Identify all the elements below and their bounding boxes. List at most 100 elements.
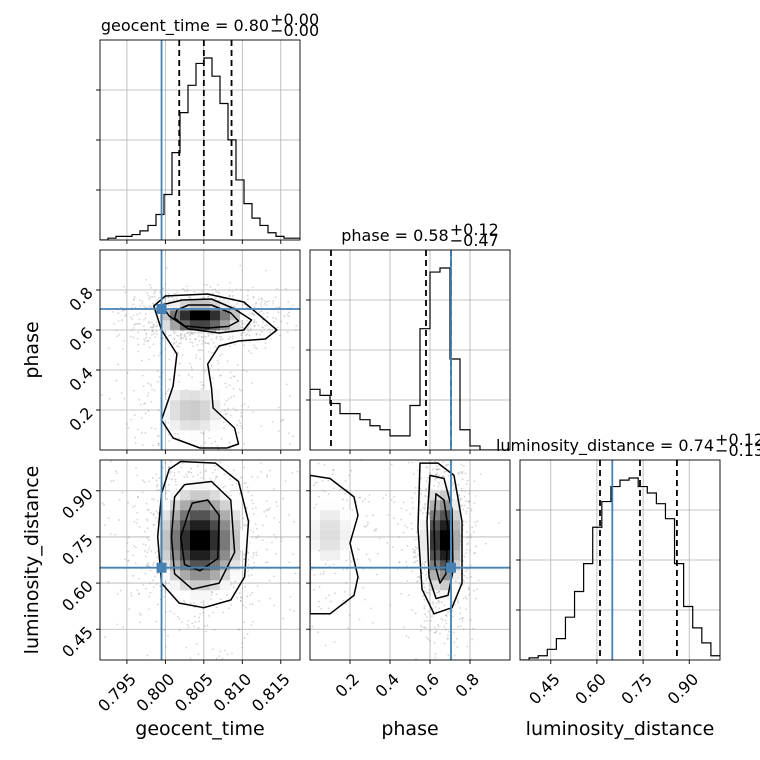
density-cell <box>150 540 161 551</box>
contour-level-2 <box>426 474 454 600</box>
density-cell <box>190 420 201 431</box>
density-cell <box>180 570 191 581</box>
density-cell <box>180 500 191 511</box>
density-cell <box>220 540 231 551</box>
hist-panel-luminosity_distance <box>520 460 720 660</box>
density-cell <box>440 580 451 591</box>
density-cell <box>170 580 181 591</box>
histogram-phase <box>310 267 510 450</box>
density-cell <box>200 560 211 571</box>
title-luminosity_distance: luminosity_distance = 0.74 <box>496 436 714 456</box>
density-cell <box>220 550 231 561</box>
title-err-minus: −0.00 <box>270 21 319 40</box>
density-cell <box>420 530 431 541</box>
density-cell <box>190 500 201 511</box>
contour-level-3 <box>417 462 463 615</box>
density-cell <box>180 300 191 311</box>
density-cell <box>160 310 171 321</box>
density-cell <box>160 540 171 551</box>
x-tick-label: 0.4 <box>372 670 403 701</box>
density-cell <box>450 530 461 541</box>
density-cell <box>230 320 241 331</box>
density-cell <box>170 400 181 411</box>
density-cell <box>190 410 201 421</box>
y-tick-label: 0.8 <box>65 283 96 314</box>
density-cell <box>180 390 191 401</box>
density-cell <box>240 530 251 541</box>
density-cell <box>170 560 181 571</box>
density <box>310 480 461 601</box>
density-cell <box>430 520 441 531</box>
density-cell <box>440 550 451 561</box>
y-axis-label: phase <box>21 321 43 378</box>
density-cell <box>230 520 241 531</box>
density-cell <box>200 520 211 531</box>
density-cell <box>200 550 211 561</box>
density-cell <box>230 310 241 321</box>
density-cell <box>170 320 181 331</box>
density-cell <box>450 550 461 561</box>
density-cell <box>220 510 231 521</box>
x-tick-label: 0.45 <box>525 670 564 709</box>
density-cell <box>190 510 201 521</box>
density-cell <box>420 550 431 561</box>
density-cell <box>440 510 451 521</box>
density-cell <box>320 510 331 521</box>
density-cell <box>200 500 211 511</box>
density-cell <box>320 550 331 561</box>
density-cell <box>200 540 211 551</box>
density-cell <box>160 520 171 531</box>
density-cell <box>180 400 191 411</box>
density-cell <box>180 310 191 321</box>
density-cell <box>210 420 221 431</box>
density-cell <box>320 500 331 511</box>
contour-level-2 <box>170 480 236 590</box>
density-cell <box>190 310 201 321</box>
density-cell <box>180 530 191 541</box>
density-cell <box>160 570 171 581</box>
x-tick-label: 0.2 <box>332 670 363 701</box>
y-axis-label: luminosity_distance <box>21 466 43 655</box>
x-tick-label: 0.75 <box>617 670 656 709</box>
density-cell <box>310 530 321 541</box>
density-cell <box>190 580 201 591</box>
y-tick-label: 0.45 <box>58 623 97 662</box>
density-cell <box>440 520 451 531</box>
density-cell <box>420 540 431 551</box>
density-cell <box>210 490 221 501</box>
density-cell <box>200 390 211 401</box>
density-cell <box>330 500 341 511</box>
density-cell <box>220 580 231 591</box>
density-cell <box>330 540 341 551</box>
density-cell <box>200 530 211 541</box>
density-cell <box>200 510 211 521</box>
density-cell <box>340 530 351 541</box>
contour-level-3 <box>310 474 359 615</box>
density-cell <box>210 550 221 561</box>
density-cell <box>430 570 441 581</box>
density-cell <box>210 410 221 421</box>
density-cell <box>310 510 321 521</box>
density-cell <box>170 390 181 401</box>
density-cell <box>160 500 171 511</box>
density-cell <box>340 510 351 521</box>
density-cell <box>180 320 191 331</box>
density-cell <box>340 540 351 551</box>
density-cell <box>180 510 191 521</box>
density-cell <box>320 520 331 531</box>
density-cell <box>210 400 221 411</box>
density-cell <box>150 530 161 541</box>
density-cell <box>210 390 221 401</box>
panel-frame <box>99 249 301 451</box>
title-geocent_time: geocent_time = 0.80 <box>101 16 269 36</box>
density-cell <box>220 560 231 571</box>
title-err-plus: +0.00 <box>270 10 319 29</box>
density-cell <box>180 420 191 431</box>
density-cell <box>230 530 241 541</box>
x-tick-label: 0.90 <box>664 670 703 709</box>
density-cell <box>190 590 201 601</box>
density-cell <box>330 550 341 561</box>
scatter-panel-phase-luminosity_distance <box>310 460 510 660</box>
density-cell <box>210 520 221 531</box>
density-cell <box>200 570 211 581</box>
